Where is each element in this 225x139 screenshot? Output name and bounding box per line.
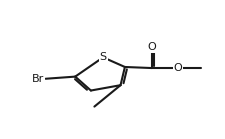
Text: O: O bbox=[174, 63, 182, 73]
Text: S: S bbox=[99, 52, 107, 62]
Text: O: O bbox=[148, 42, 156, 52]
Text: Br: Br bbox=[32, 74, 44, 84]
